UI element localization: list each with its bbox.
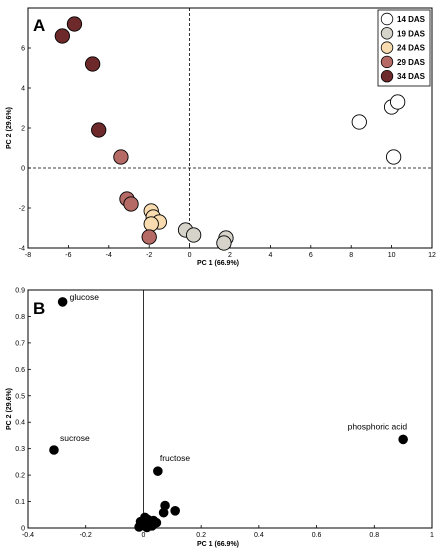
legend-marker <box>380 55 394 69</box>
point <box>170 506 180 516</box>
legend-marker <box>380 41 394 54</box>
panel-a: -8 -6 -4 -2 0 2 4 6 8 10 12 -4 -2 0 2 4 6 A PC 1 (66.9%)… <box>6 7 436 267</box>
legend-label: 24 DAS <box>397 44 426 53</box>
point-label-phosphoric-acid: phosphoric acid <box>348 421 408 431</box>
panel-a-ticks: -8 -6 -4 -2 0 2 4 6 8 10 12 -4 -2 0 2 4 6 <box>19 46 436 260</box>
legend-marker <box>380 69 394 83</box>
panel-b-ticks: -0.4 -0.2 0 0.2 0.4 0.6 0.8 1 0 0.1 0.2 0.3 0.4 0.5 0.… <box>15 288 434 540</box>
x-tick-label: 0 <box>188 252 192 259</box>
legend-label: 19 DAS <box>397 29 426 38</box>
legend-marker <box>380 12 394 26</box>
y-tick-label: 0 <box>21 526 25 533</box>
y-tick-label: 0.7 <box>15 340 25 347</box>
x-tick-label: 12 <box>428 252 436 259</box>
x-tick-label: 8 <box>349 252 353 259</box>
x-tick-label: -6 <box>65 252 71 259</box>
x-tick-label: 1 <box>430 532 434 539</box>
panel-a-legend: 14 DAS 19 DAS 24 DAS 29 DAS 34 DAS <box>377 9 431 87</box>
panel-b-xlabel: PC 1 (66.9%) <box>197 541 239 548</box>
point-34-das <box>84 56 101 72</box>
x-tick-label: -2 <box>146 252 152 259</box>
point-sucrose <box>49 445 59 455</box>
x-tick-label: 0.4 <box>254 532 264 539</box>
y-tick-label: -2 <box>19 206 25 213</box>
panel-b-label: B <box>33 299 45 318</box>
point-glucose <box>57 297 68 307</box>
x-tick-label: 0.2 <box>196 532 206 539</box>
point-19-das <box>185 227 202 243</box>
panel-a-reference-lines <box>28 8 432 248</box>
y-tick-label: 0.5 <box>15 393 25 400</box>
x-tick-label: 10 <box>388 252 396 259</box>
y-tick-label: 0.2 <box>15 473 25 480</box>
panel-a-xlabel: PC 1 (66.9%) <box>197 260 239 267</box>
panel-a-label: A <box>33 16 45 35</box>
x-tick-label: 0.8 <box>369 532 379 539</box>
y-tick-label: 2 <box>21 126 25 133</box>
point-label-fructose: fructose <box>160 453 191 463</box>
panel-b-ylabel: PC 2 (29.6%) <box>6 388 13 430</box>
point-14-das <box>390 94 406 110</box>
legend-label: 34 DAS <box>397 72 426 81</box>
y-tick-label: 4 <box>21 86 25 93</box>
point-34-das <box>66 16 83 32</box>
point-24-das <box>143 216 159 232</box>
point <box>142 522 152 533</box>
x-tick-label: -8 <box>25 252 31 259</box>
y-tick-label: 0.9 <box>15 288 25 295</box>
x-tick-label: -0.2 <box>80 532 92 539</box>
x-tick-label: 2 <box>228 252 232 259</box>
point-label-sucrose: sucrose <box>60 433 90 443</box>
point-29-das <box>113 149 129 165</box>
x-tick-label: 0 <box>141 532 145 539</box>
point <box>158 507 169 518</box>
x-tick-label: -0.4 <box>22 532 34 539</box>
point-14-das <box>351 114 367 130</box>
x-tick-label: -4 <box>106 252 112 259</box>
y-tick-label: 0.1 <box>15 499 25 506</box>
point-34-das <box>54 28 70 44</box>
panel-a-points <box>54 16 406 251</box>
legend-label: 29 DAS <box>397 58 426 67</box>
y-tick-label: 6 <box>21 46 25 53</box>
y-tick-label: 0.6 <box>15 367 25 374</box>
y-tick-label: 0.3 <box>15 446 25 453</box>
x-tick-label: 0.6 <box>312 532 322 539</box>
x-tick-label: 6 <box>309 252 313 259</box>
panel-a-ylabel: PC 2 (29.6%) <box>6 107 13 149</box>
point-phosphoric-acid <box>398 434 408 445</box>
y-tick-label: 0 <box>21 166 25 173</box>
y-tick-label: -4 <box>19 246 25 253</box>
point-14-das <box>385 149 402 165</box>
y-tick-label: 0.4 <box>15 420 25 427</box>
point-fructose <box>153 466 163 476</box>
panel-a-frame <box>27 7 433 249</box>
panel-b-frame <box>27 289 433 529</box>
point-29-das <box>141 229 157 245</box>
point-19-das <box>216 235 232 251</box>
y-tick-label: 0.8 <box>15 314 25 321</box>
legend-marker <box>380 27 394 40</box>
point-label-glucose: glucose <box>70 292 100 302</box>
x-tick-label: 4 <box>268 252 272 259</box>
panel-b-points <box>49 297 408 533</box>
panel-b: -0.4 -0.2 0 0.2 0.4 0.6 0.8 1 0 0.1 0.2 0.3 0.4 0.5 0.… <box>6 288 434 549</box>
point-29-das <box>123 196 139 212</box>
legend-label: 14 DAS <box>397 15 426 24</box>
panel-b-point-labels: glucose sucrose fructose phosphoric acid <box>60 292 407 463</box>
point-34-das <box>91 122 107 138</box>
